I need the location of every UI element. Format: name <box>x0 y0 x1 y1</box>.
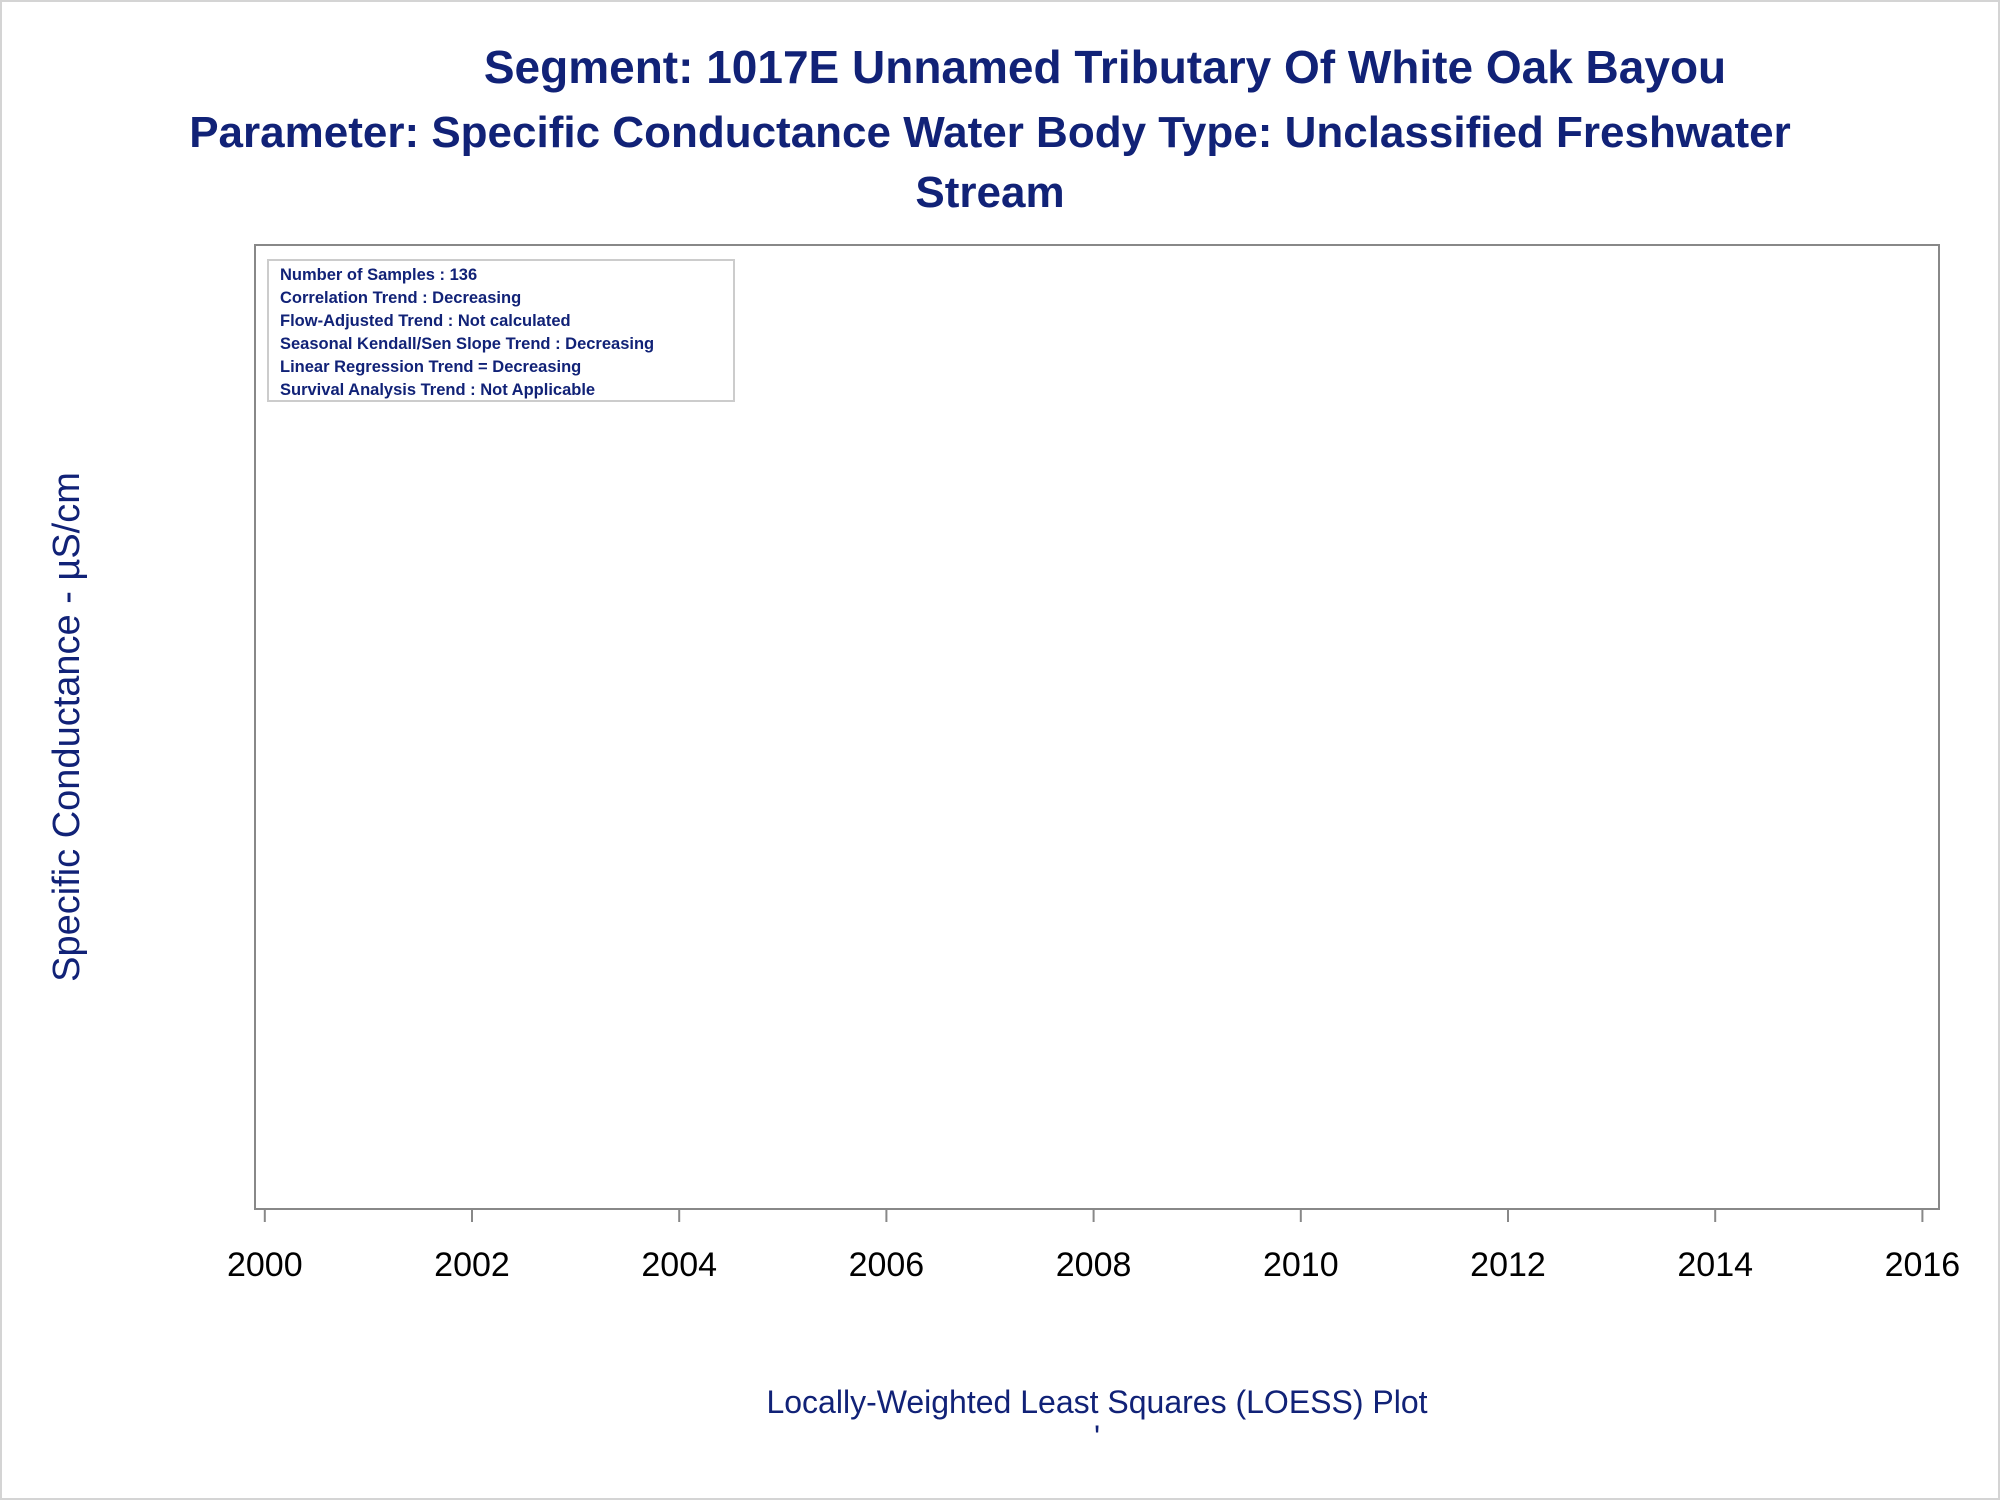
x-tick-label: 2016 <box>1885 1246 1961 1284</box>
stats-linear-regression-trend: Linear Regression Trend = Decreasing <box>280 358 581 376</box>
x-tick-label: 2014 <box>1677 1246 1753 1284</box>
stats-sample-count: Number of Samples : 136 <box>280 266 477 284</box>
x-axis: 2000 2002 2004 2006 2008 2010 2012 2014 2016 <box>227 1209 1960 1284</box>
plot-area <box>254 244 1940 1210</box>
x-tick-label: 2008 <box>1056 1246 1132 1284</box>
stats-flow-adjusted-trend: Flow-Adjusted Trend : Not calculated <box>280 312 571 330</box>
x-tick-label: 2012 <box>1470 1246 1546 1284</box>
footnote: Locally-Weighted Least Squares (LOESS) P… <box>766 1384 1427 1420</box>
chart-title: Segment: 1017E Unnamed Tributary Of Whit… <box>484 41 1726 93</box>
y-axis-label: Specific Conductance - µS/cm <box>46 472 88 982</box>
footnote-mark: ' <box>1094 1419 1100 1455</box>
stats-box-border <box>267 259 735 402</box>
stats-survival-analysis-trend: Survival Analysis Trend : Not Applicable <box>280 381 595 399</box>
x-tick-label: 2010 <box>1263 1246 1339 1284</box>
stats-box: Number of Samples : 136 Correlation Tren… <box>267 259 735 402</box>
chart-subtitle: Parameter: Specific Conductance Water Bo… <box>189 108 1791 157</box>
stats-correlation-trend: Correlation Trend : Decreasing <box>280 289 521 307</box>
x-tick-label: 2000 <box>227 1246 303 1284</box>
x-tick-label: 2004 <box>641 1246 717 1284</box>
stats-seasonal-kendall-trend: Seasonal Kendall/Sen Slope Trend : Decre… <box>280 335 654 353</box>
chart-subtitle-continued: Stream <box>915 168 1064 217</box>
x-tick-label: 2006 <box>849 1246 925 1284</box>
x-tick-label: 2002 <box>434 1246 510 1284</box>
